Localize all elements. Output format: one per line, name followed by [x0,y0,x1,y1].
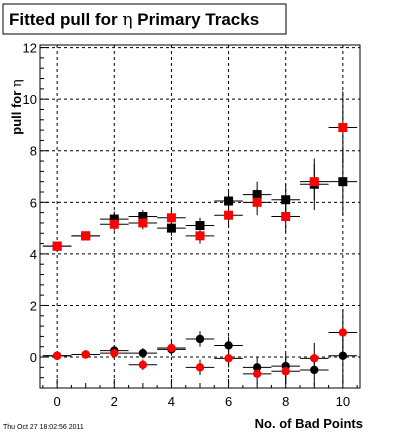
y-tick-label: 6 [30,195,37,210]
axis-ticks [40,47,358,388]
y-tick-label: 4 [30,247,37,262]
data-point [300,342,329,374]
circle-marker [195,363,205,372]
square-marker [309,177,319,187]
circle-marker [224,354,233,363]
y-axis-label: pull for η [9,79,25,134]
x-tick-label: 8 [282,394,289,409]
circle-marker [167,343,176,353]
title-box [2,3,287,35]
chart-title-main: Fitted pull for [9,10,122,29]
data-point [100,217,129,231]
y-tick-label: 8 [30,144,37,159]
data-point [128,359,158,370]
circle-marker [338,328,348,337]
data-point [242,189,272,216]
circle-marker [195,334,205,344]
y-tick-label: 2 [30,298,37,313]
square-marker [224,210,234,220]
square-marker [81,231,91,241]
circle-marker [224,341,233,350]
data-point [214,204,243,226]
square-marker [252,197,262,207]
data-point [128,216,158,230]
square-marker [138,218,148,228]
y-axis-label-symbol: η [10,79,25,87]
x-tick-label: 2 [111,394,118,409]
circle-marker [138,360,148,369]
square-marker [281,195,291,205]
circle-marker [52,351,62,360]
square-marker [166,213,176,223]
chart-title: Fitted pull for η Primary Tracks [9,10,259,30]
data-point [328,309,358,356]
data-point [42,241,72,251]
square-marker [195,231,205,241]
square-marker [109,219,119,229]
grid-lines [40,45,360,388]
y-tick-label: 12 [23,41,37,56]
y-axis-label-text: pull for [9,87,24,135]
timestamp: Thu Oct 27 18:02:56 2011 [3,424,84,431]
x-tick-label: 0 [54,394,61,409]
data-point [71,350,100,359]
square-marker [166,223,176,233]
data-point [100,348,129,359]
circle-marker [252,369,262,379]
circle-marker [110,348,119,358]
series-1 [42,91,358,251]
x-tick-label: 10 [336,394,350,409]
y-tick-label: 0 [30,350,37,365]
data-point [214,349,243,368]
data-point [271,201,300,232]
circle-marker [81,350,90,359]
square-marker [52,241,62,251]
data-point [71,231,100,241]
series-2 [42,329,358,386]
data-point [271,358,300,385]
data-point [185,331,215,347]
square-marker [195,221,205,231]
x-tick-label: 4 [168,394,175,409]
tick-labels: 0 2 4 6 8 10 0 2 4 6 8 10 12 [23,41,351,409]
x-tick-label: 6 [225,394,232,409]
square-marker [281,212,291,221]
data-point [300,163,329,200]
square-marker [338,177,348,187]
data-point [42,351,72,360]
y-tick-label: 10 [23,92,37,107]
chart-title-symbol: η [122,10,132,30]
series-3 [42,309,358,385]
data-point [157,341,186,355]
circle-marker [138,348,148,358]
data-point [242,363,272,385]
square-marker [224,196,234,206]
data-point [157,210,186,226]
x-axis-label: No. of Bad Points [255,416,363,431]
circle-marker [310,354,319,363]
chart-title-rest: Primary Tracks [133,10,260,29]
data-point [328,91,358,164]
square-marker [338,123,348,133]
data-point [185,228,215,244]
data-point [185,359,215,376]
circle-marker [281,367,290,376]
data-point [128,348,158,359]
data-points [42,91,358,386]
